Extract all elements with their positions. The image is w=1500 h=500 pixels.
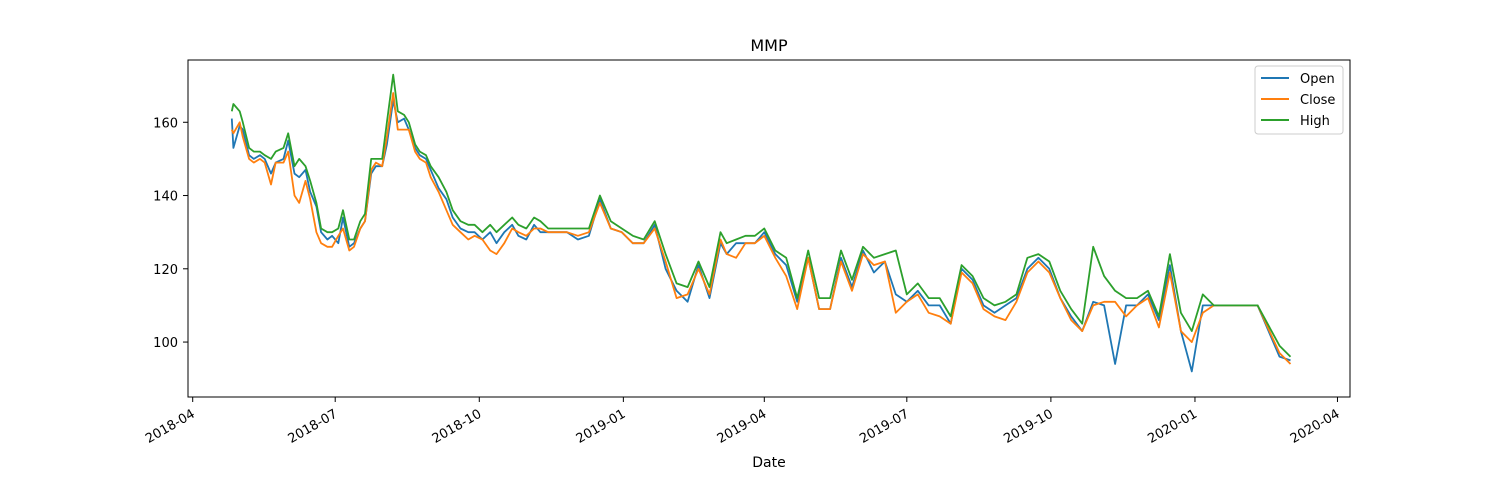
- legend-box: [1254, 65, 1344, 135]
- series-lines: [230, 73, 1292, 373]
- x-tick-label: 2020-01: [1145, 407, 1200, 447]
- plot-area-frame: [187, 59, 1351, 398]
- x-tick-label: 2018-10: [430, 407, 485, 447]
- legend: Open Close High: [1254, 65, 1344, 135]
- y-tick-label: 100: [153, 336, 178, 351]
- y-tick-label: 140: [153, 190, 178, 205]
- y-tick-label: 120: [153, 263, 178, 278]
- series-line-high: [230, 73, 1292, 358]
- x-tick-label: 2018-07: [286, 407, 341, 447]
- legend-label-close: Close: [1300, 93, 1335, 108]
- legend-label-high: High: [1300, 114, 1330, 129]
- series-line-close: [230, 92, 1292, 365]
- x-tick-label: 2019-07: [857, 407, 912, 447]
- y-axis: 100 120 140 160: [153, 116, 188, 351]
- x-tick-label: 2019-10: [1001, 407, 1056, 447]
- x-tick-label: 2018-04: [143, 407, 198, 447]
- series-line-open: [230, 99, 1291, 373]
- x-axis: 2018-04 2018-07 2018-10 2019-01 2019-04 2019-…: [143, 397, 1342, 447]
- y-tick-label: 160: [153, 116, 178, 131]
- x-tick-label: 2020-04: [1288, 407, 1343, 447]
- x-axis-title: Date: [752, 455, 785, 471]
- chart-title: MMP: [750, 36, 788, 55]
- legend-label-open: Open: [1300, 72, 1335, 87]
- x-tick-label: 2019-01: [574, 407, 629, 447]
- x-tick-label: 2019-04: [715, 407, 770, 447]
